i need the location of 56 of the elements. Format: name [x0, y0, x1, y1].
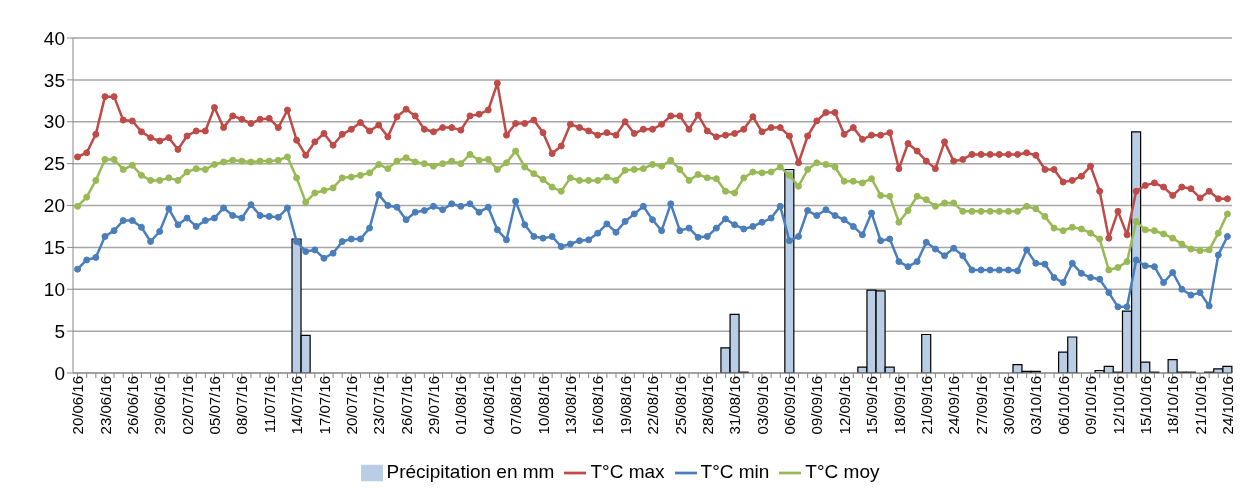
- y-tick-label: 30: [43, 111, 65, 133]
- y-tick-label: 25: [43, 153, 65, 175]
- y-tick-label: 10: [43, 279, 65, 301]
- x-tick-label: 14/07/16: [288, 376, 306, 435]
- x-tick-label: 06/09/16: [781, 376, 799, 435]
- x-tick-label: 29/07/16: [425, 376, 443, 435]
- x-tick-label: 21/10/16: [1191, 376, 1209, 435]
- x-tick-label: 06/10/16: [1054, 376, 1072, 435]
- x-tick-label: 26/06/16: [123, 376, 141, 435]
- y-tick-label: 20: [43, 195, 65, 217]
- x-tick-label: 09/10/16: [1082, 376, 1100, 435]
- x-tick-label: 08/07/16: [233, 376, 251, 435]
- x-tick-label: 27/09/16: [972, 376, 990, 435]
- x-tick-label: 10/08/16: [534, 376, 552, 435]
- x-tick-label: 16/08/16: [589, 376, 607, 435]
- x-tick-label: 03/10/16: [1027, 376, 1045, 435]
- x-tick-label: 23/06/16: [96, 376, 114, 435]
- x-tick-label: 29/06/16: [151, 376, 169, 435]
- x-tick-label: 11/07/16: [260, 376, 278, 434]
- x-tick-label: 02/07/16: [178, 376, 196, 435]
- x-tick-label: 13/08/16: [562, 376, 580, 435]
- x-tick-label: 17/07/16: [315, 376, 333, 435]
- x-tick-label: 15/10/16: [1136, 376, 1154, 435]
- x-tick-label: 18/10/16: [1164, 376, 1182, 435]
- x-tick-label: 12/10/16: [1109, 376, 1127, 435]
- legend-label: T°C min: [700, 461, 770, 483]
- x-tick-label: 30/09/16: [1000, 376, 1018, 435]
- x-tick-label: 07/08/16: [507, 376, 525, 435]
- x-tick-label: 01/08/16: [452, 376, 470, 435]
- y-tick-label: 0: [54, 362, 65, 384]
- y-tick-label: 15: [43, 237, 65, 259]
- x-tick-label: 24/09/16: [945, 376, 963, 435]
- x-tick-label: 25/08/16: [671, 376, 689, 435]
- y-tick-label: 35: [43, 69, 65, 91]
- legend-label: Précipitation en mm: [386, 461, 555, 483]
- x-tick-label: 05/07/16: [206, 376, 224, 435]
- x-tick-label: 23/07/16: [370, 376, 388, 435]
- x-tick-label: 20/06/16: [69, 376, 87, 435]
- x-tick-label: 18/09/16: [890, 376, 908, 435]
- x-tick-label: 26/07/16: [397, 376, 415, 435]
- x-tick-label: 22/08/16: [644, 376, 662, 435]
- x-tick-label: 28/08/16: [698, 376, 716, 435]
- x-tick-label: 09/09/16: [808, 376, 826, 435]
- x-tick-label: 04/08/16: [479, 376, 497, 435]
- y-tick-label: 40: [43, 27, 65, 49]
- x-tick-label: 31/08/16: [726, 376, 744, 435]
- x-tick-label: 15/09/16: [863, 376, 881, 435]
- x-tick-label: 03/09/16: [753, 376, 771, 435]
- x-tick-label: 21/09/16: [917, 376, 935, 435]
- x-tick-label: 19/08/16: [616, 376, 634, 435]
- legend-label: T°C moy: [805, 461, 880, 483]
- x-tick-label: 24/10/16: [1219, 376, 1237, 435]
- legend-label: T°C max: [590, 461, 665, 483]
- y-tick-label: 5: [54, 320, 65, 342]
- x-tick-label: 20/07/16: [342, 376, 360, 435]
- x-tick-label: 12/09/16: [835, 376, 853, 435]
